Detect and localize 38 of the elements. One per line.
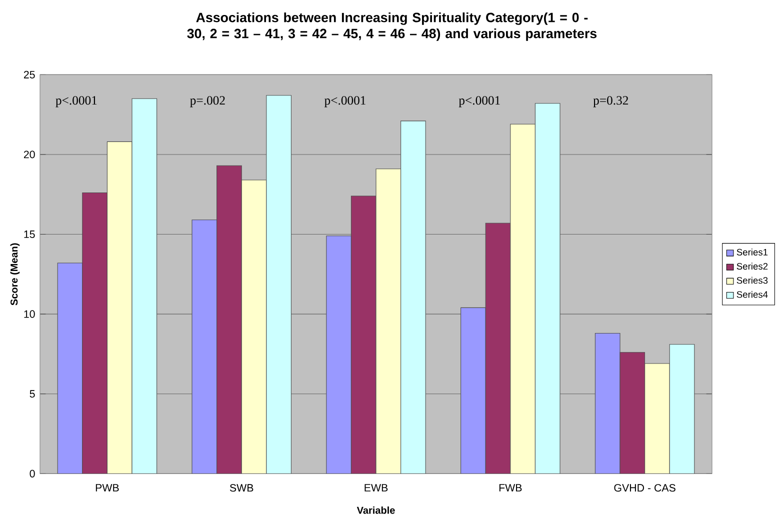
y-tick-label: 5 [30,390,35,398]
bar [400,120,426,474]
legend-label: Series3 [736,277,768,284]
annotation: p=.002 [190,96,225,108]
annotation: p<.0001 [56,96,97,108]
x-tick-label: EWB [364,484,388,492]
legend-label: Series1 [736,248,768,256]
bar [510,124,536,474]
x-tick-label: SWB [230,484,254,492]
bar [669,344,695,474]
x-tick-label: PWB [96,484,119,492]
annotation: p<.0001 [324,96,366,108]
x-tick-label: GVHD - CAS [614,484,676,492]
bar [241,180,267,474]
annotation: p<.0001 [458,96,500,108]
y-tick-label: 25 [24,71,35,79]
chart-title: Associations between Increasing Spirituality Category(1 = 0 - 30, 2 = 31 – 41, 3 = 42 – 45, 4 = 46 – 48) and various parameters [187,12,597,42]
bar [326,236,352,474]
y-tick-label: 20 [24,150,35,158]
legend-label: Series2 [736,262,768,270]
bar [644,363,670,474]
y-tick-label: 15 [24,230,35,238]
bar [132,98,158,474]
bar [594,333,620,474]
x-tick-label: FWB [499,484,522,492]
y-axis-title: Score (Mean) [10,243,20,306]
x-axis-title: Variable [356,506,395,514]
legend-label: Series4 [736,291,768,298]
bar [57,262,83,474]
bar [534,103,560,474]
bar [106,142,132,474]
y-tick-label: 10 [24,310,35,318]
y-tick-label: 0 [30,470,35,478]
bar [460,308,486,474]
bar [376,168,402,474]
bar [266,95,292,474]
annotation: p=0.32 [593,96,628,108]
bar [192,220,218,474]
